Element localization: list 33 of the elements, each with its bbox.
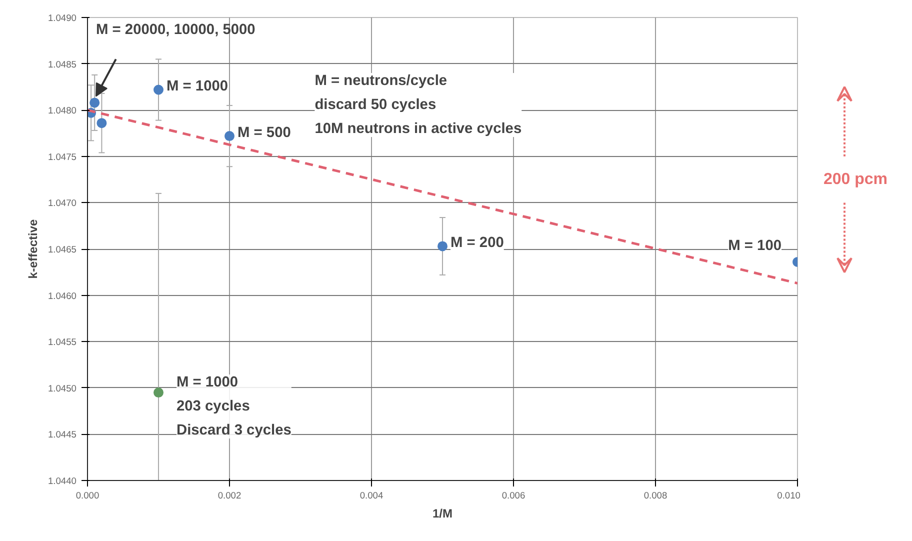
x-tick-label: 0.002 <box>218 490 242 500</box>
text: 200 pcm <box>823 171 888 188</box>
y-tick-label: 1.0470 <box>48 198 76 208</box>
y-tick-label: 1.0455 <box>48 337 76 348</box>
annotation: M = 500 <box>238 125 291 142</box>
annotation: M = 200 <box>450 235 504 252</box>
point <box>96 118 107 128</box>
y-tick-label: 1.0450 <box>48 383 76 394</box>
y-tick-label: 1.0490 <box>48 13 76 23</box>
y-tick-label: 1.0440 <box>48 476 76 486</box>
y-tick-label: 1.0480 <box>48 106 76 116</box>
point <box>438 241 448 252</box>
y-tick-label: 1.0485 <box>48 59 76 70</box>
x-tick-label: 0.010 <box>777 490 800 500</box>
annotation: M = 100 <box>728 238 782 254</box>
annotation: M = 20000, 10000, 5000 <box>96 22 256 38</box>
x-tick-label: 0.006 <box>502 490 526 500</box>
point <box>224 131 234 142</box>
point <box>154 388 164 398</box>
y-tick-label: 1.0460 <box>48 290 76 301</box>
point <box>90 98 100 108</box>
x-tick-label: 0.008 <box>644 490 668 500</box>
x-tick-label: 0.004 <box>360 490 384 500</box>
y-tick-label: 1.0465 <box>48 244 76 254</box>
annotation: M = 1000 203 cycles Discard 3 cycles <box>176 374 292 439</box>
x-axis-title: 1/M <box>432 506 453 520</box>
y-axis-title: k-effective <box>26 218 40 279</box>
y-tick-label: 1.0475 <box>48 152 76 162</box>
x-tick-label: 0.000 <box>76 490 100 500</box>
point <box>154 84 164 95</box>
annotation: M = 1000 <box>166 78 228 95</box>
y-tick-label: 1.0445 <box>48 430 76 440</box>
annotation: M = neutrons/cycle discard 50 cycles 10M neutrons in active cycles <box>314 73 522 138</box>
